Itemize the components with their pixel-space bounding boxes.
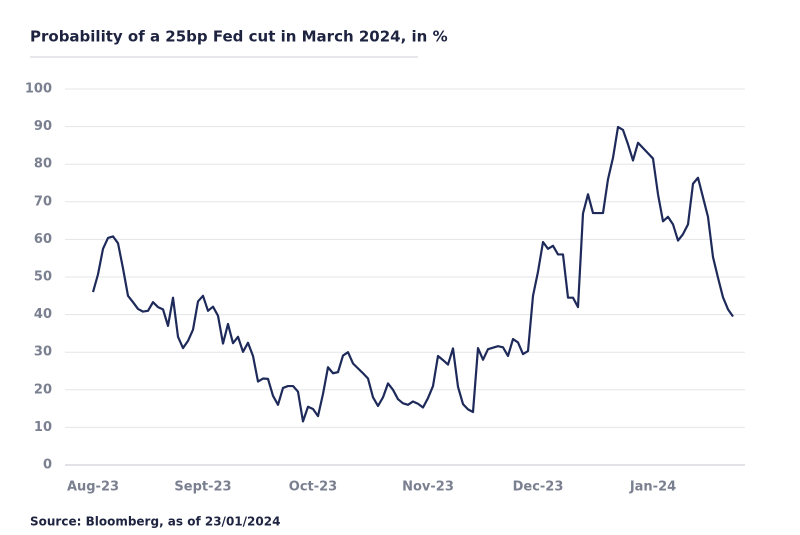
x-tick-label: Sept-23 [174, 480, 231, 495]
x-tick-label: Oct-23 [289, 480, 337, 495]
y-tick-label: 80 [34, 157, 52, 172]
y-tick-label: 40 [34, 307, 52, 322]
y-tick-label: 100 [25, 82, 52, 97]
x-tick-label: Aug-23 [67, 480, 119, 495]
x-tick-label: Nov-23 [402, 480, 454, 495]
y-tick-label: 90 [34, 119, 52, 134]
y-tick-label: 20 [34, 382, 52, 397]
y-tick-label: 10 [34, 420, 52, 435]
y-tick-label: 70 [34, 194, 52, 209]
line-series [91, 125, 734, 423]
y-tick-label: 60 [34, 232, 52, 247]
chart-title: Probability of a 25bp Fed cut in March 2… [30, 28, 448, 46]
source-note: Source: Bloomberg, as of 23/01/2024 [30, 515, 280, 529]
y-tick-label: 0 [43, 458, 52, 473]
x-tick-label: Dec-23 [513, 480, 564, 495]
y-tick-label: 50 [34, 270, 52, 285]
x-tick-label: Jan-24 [629, 480, 676, 495]
y-tick-label: 30 [34, 345, 52, 360]
